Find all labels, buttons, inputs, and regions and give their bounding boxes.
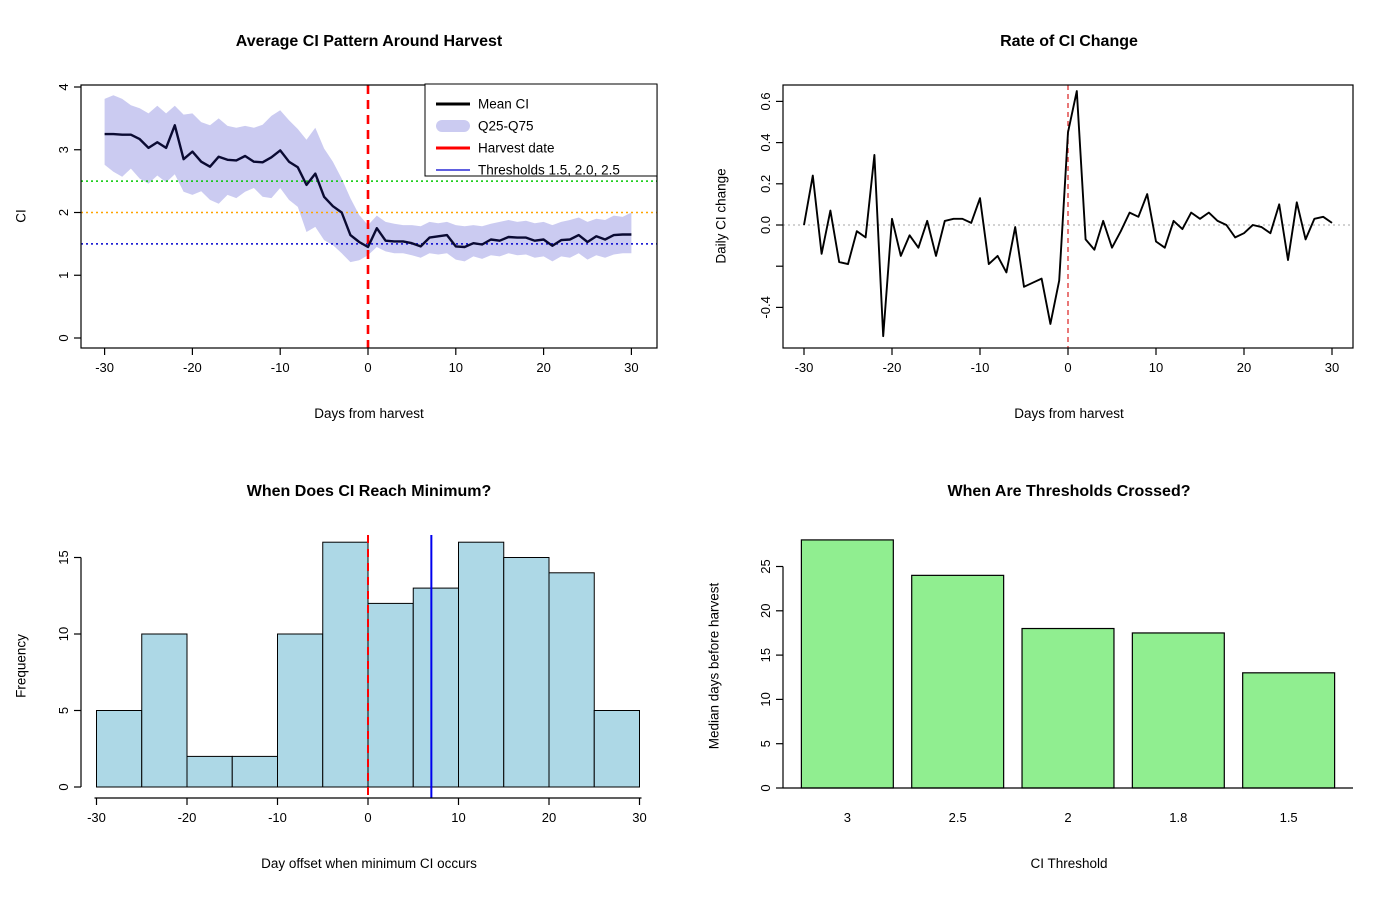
x-tick-label: -10 xyxy=(971,360,990,375)
x-tick-label: -20 xyxy=(183,360,202,375)
x-tick-label: 30 xyxy=(632,810,646,825)
x-tick-label: 0 xyxy=(364,360,371,375)
category-label: 1.5 xyxy=(1280,810,1298,825)
daily-change-line xyxy=(803,90,1333,338)
histogram-bar xyxy=(458,541,505,788)
legend-label: Q25-Q75 xyxy=(478,119,534,134)
x-tick-label: 20 xyxy=(1237,360,1251,375)
histogram-bar xyxy=(96,710,143,788)
y-tick-label: 2 xyxy=(56,209,71,216)
x-tick-label: 10 xyxy=(449,360,463,375)
x-tick-label: -10 xyxy=(268,810,287,825)
y-tick-label: 10 xyxy=(56,627,71,641)
x-tick-label: 30 xyxy=(1325,360,1339,375)
plot-thresholds-crossed: 3 2.5 2 1.8 1.5 0 5 10 15 20 25 xyxy=(758,539,1353,825)
threshold-bar xyxy=(1131,632,1225,789)
histogram-bar xyxy=(277,633,324,788)
y-tick-label: 0.2 xyxy=(758,175,773,193)
x-tick-label: -30 xyxy=(95,360,114,375)
plot-rate-of-ci-change: -30 -20 -10 0 10 20 30 0.6 0.4 0.2 0.0 -0.4 xyxy=(758,84,1354,375)
histogram-bar xyxy=(231,755,278,788)
x-tick-label: 10 xyxy=(451,810,465,825)
panel-rate-of-ci-change: Rate of CI Change Daily CI change Days f… xyxy=(700,0,1400,450)
x-tick-label: -30 xyxy=(87,810,106,825)
x-tick-label: 30 xyxy=(624,360,638,375)
plot-ci-minimum-histogram: -30 -20 -10 0 10 20 30 0 5 10 15 xyxy=(56,535,647,825)
y-tick-label: 20 xyxy=(758,604,773,618)
y-tick-label: 0.0 xyxy=(758,216,773,234)
x-axis-label: CI Threshold xyxy=(1030,856,1108,871)
y-tick-label: 4 xyxy=(56,83,71,90)
panel-title: When Does CI Reach Minimum? xyxy=(246,483,492,500)
panel-title: Rate of CI Change xyxy=(1000,33,1138,50)
threshold-bar xyxy=(1021,627,1115,789)
q25-q75-ribbon xyxy=(104,95,632,263)
legend-label: Harvest date xyxy=(478,141,555,156)
histogram-bar xyxy=(141,633,188,788)
histogram-bar xyxy=(367,602,414,788)
y-tick-label: 0 xyxy=(56,334,71,341)
y-tick-label: 0.6 xyxy=(758,92,773,110)
x-tick-label: -20 xyxy=(178,810,197,825)
y-tick-label: 5 xyxy=(758,740,773,747)
x-axis-label: Days from harvest xyxy=(1014,406,1124,421)
panel-ci-minimum-histogram: When Does CI Reach Minimum? Frequency Da… xyxy=(0,450,700,900)
category-label: 1.8 xyxy=(1169,810,1187,825)
y-tick-label: 0.4 xyxy=(758,134,773,152)
x-axis-label: Day offset when minimum CI occurs xyxy=(261,856,477,871)
legend-band-sample xyxy=(436,120,470,132)
histogram-bar xyxy=(593,710,640,788)
x-tick-label: -10 xyxy=(271,360,290,375)
y-tick-label: 15 xyxy=(758,648,773,662)
panel-title: When Are Thresholds Crossed? xyxy=(947,483,1191,500)
x-tick-label: 20 xyxy=(536,360,550,375)
y-tick-label: -0.4 xyxy=(758,296,773,318)
panel-thresholds-crossed: When Are Thresholds Crossed? Median days… xyxy=(700,450,1400,900)
y-tick-label: 10 xyxy=(758,692,773,706)
y-tick-label: 15 xyxy=(56,550,71,564)
y-tick-label: 0 xyxy=(758,784,773,791)
category-label: 2.5 xyxy=(949,810,967,825)
legend-label: Thresholds 1.5, 2.0, 2.5 xyxy=(478,163,620,178)
histogram-bar xyxy=(503,557,550,788)
plot-average-ci-pattern: -30 -20 -10 0 10 20 30 0 1 2 3 4 Mean CI Q25-Q75 Harve… xyxy=(56,83,658,375)
y-tick-label: 25 xyxy=(758,559,773,573)
y-tick-label: 1 xyxy=(56,272,71,279)
category-label: 2 xyxy=(1064,810,1071,825)
threshold-bar xyxy=(1242,672,1336,789)
y-tick-label: 5 xyxy=(56,707,71,714)
histogram-bar xyxy=(412,587,459,788)
plot-box xyxy=(80,84,658,349)
histogram-bar xyxy=(186,755,233,788)
x-tick-label: 10 xyxy=(1149,360,1163,375)
histogram-bar xyxy=(548,572,595,788)
x-axis-label: Days from harvest xyxy=(314,406,424,421)
y-tick-label: 3 xyxy=(56,146,71,153)
x-tick-label: -20 xyxy=(883,360,902,375)
legend-label: Mean CI xyxy=(478,97,529,112)
category-label: 3 xyxy=(844,810,851,825)
panel-title: Average CI Pattern Around Harvest xyxy=(235,33,503,50)
x-tick-label: 0 xyxy=(364,810,371,825)
histogram-bar xyxy=(322,541,369,788)
threshold-bar xyxy=(911,574,1005,789)
x-tick-label: 0 xyxy=(1064,360,1071,375)
x-tick-label: 20 xyxy=(542,810,556,825)
x-tick-label: -30 xyxy=(795,360,814,375)
threshold-bar xyxy=(800,539,894,789)
mean-ci-line xyxy=(104,124,632,249)
y-tick-label: 0 xyxy=(56,783,71,790)
panel-average-ci-pattern: Average CI Pattern Around Harvest CI Day… xyxy=(0,0,700,450)
